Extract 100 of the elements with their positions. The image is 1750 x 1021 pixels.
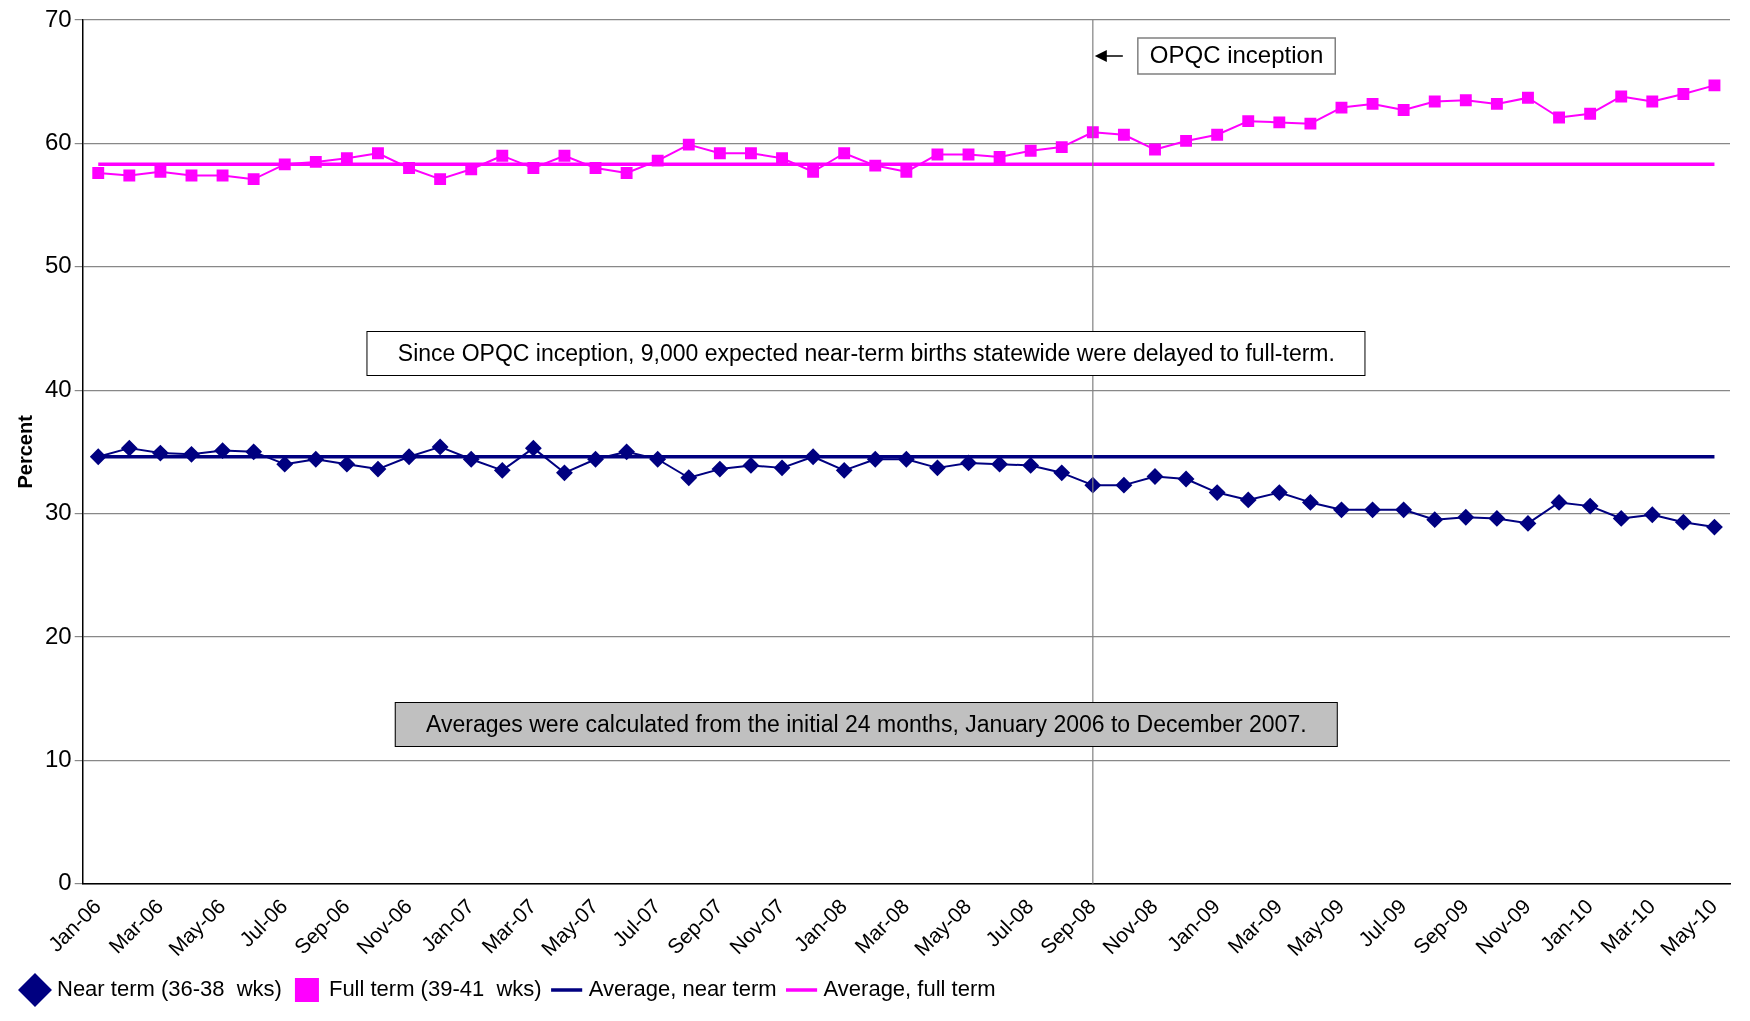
point [1457, 509, 1474, 526]
point [993, 151, 1006, 163]
legend-label: Average, full term [823, 976, 996, 1002]
point [807, 165, 820, 178]
y-tick-label: 30 [44, 498, 72, 526]
point [744, 147, 757, 160]
point [556, 464, 573, 481]
point [1646, 95, 1659, 108]
point [898, 451, 915, 468]
point [651, 154, 664, 167]
point [1117, 128, 1130, 141]
point [1364, 501, 1381, 518]
point [838, 147, 851, 160]
legend-label: Near term (36-38 wks) [57, 976, 282, 1002]
point [680, 469, 697, 486]
point [494, 462, 511, 479]
point [1302, 494, 1319, 511]
point [463, 451, 480, 468]
point [1271, 484, 1288, 501]
point [1459, 94, 1472, 107]
point [1584, 107, 1597, 120]
point [1053, 464, 1070, 481]
point [1677, 88, 1690, 100]
point [247, 173, 260, 186]
point [711, 461, 728, 478]
point [1706, 519, 1723, 536]
point [245, 443, 262, 460]
point [1273, 116, 1286, 129]
point [1211, 128, 1224, 141]
point [1522, 91, 1534, 104]
point [1553, 111, 1565, 124]
point [836, 462, 853, 479]
point [1240, 491, 1257, 508]
y-tick-label: 0 [58, 868, 72, 896]
point [1426, 511, 1443, 528]
point [525, 440, 542, 457]
point [805, 448, 822, 465]
point [1488, 510, 1505, 527]
point [183, 446, 200, 463]
point [1519, 515, 1536, 532]
point [276, 456, 293, 473]
annotation: Since OPQC inception, 9,000 expected near-term births statewide were delayed to full-term. [366, 330, 1366, 376]
y-tick-label: 50 [44, 251, 72, 279]
point [774, 459, 791, 476]
point [1366, 97, 1379, 110]
point [1335, 101, 1348, 114]
point [1708, 79, 1721, 92]
point [1333, 501, 1350, 518]
ref-line-label: OPQC inception [1149, 40, 1324, 68]
point [1022, 457, 1039, 474]
point [307, 451, 324, 468]
point [1115, 477, 1132, 494]
y-tick-label: 40 [44, 374, 72, 402]
y-tick-label: 60 [44, 128, 72, 156]
point [1644, 506, 1661, 523]
y-tick-label: 20 [44, 621, 72, 649]
point [1024, 144, 1037, 157]
point [1149, 143, 1161, 156]
point [682, 138, 695, 151]
point [1551, 494, 1568, 511]
point [90, 448, 107, 465]
point [929, 459, 946, 476]
point [369, 461, 386, 478]
point [496, 149, 509, 162]
point [558, 149, 571, 162]
point [527, 162, 540, 175]
point [618, 443, 635, 460]
point [1242, 115, 1255, 128]
point [1304, 117, 1317, 130]
point [1582, 498, 1599, 515]
point [742, 457, 759, 474]
point [1490, 97, 1503, 110]
point [931, 148, 944, 161]
point [123, 169, 136, 182]
point [900, 165, 913, 178]
point [1397, 104, 1410, 117]
point [869, 159, 882, 172]
point [92, 167, 105, 179]
point [432, 438, 449, 455]
point [338, 456, 355, 473]
point [154, 165, 167, 178]
point [1055, 141, 1068, 154]
point [434, 173, 447, 186]
point [1615, 90, 1628, 103]
point [216, 169, 229, 182]
point [214, 442, 231, 459]
point [372, 147, 384, 160]
point [1086, 126, 1099, 139]
point [152, 445, 169, 462]
point [1428, 95, 1441, 108]
point [401, 448, 418, 465]
point [1147, 468, 1163, 485]
point [1180, 134, 1193, 147]
point [1178, 470, 1195, 487]
point [1395, 501, 1412, 518]
legend-label: Average, near term [588, 976, 777, 1002]
point [1675, 514, 1692, 531]
y-axis-title: Percent [13, 414, 36, 489]
point [1209, 484, 1226, 501]
point [587, 451, 604, 468]
